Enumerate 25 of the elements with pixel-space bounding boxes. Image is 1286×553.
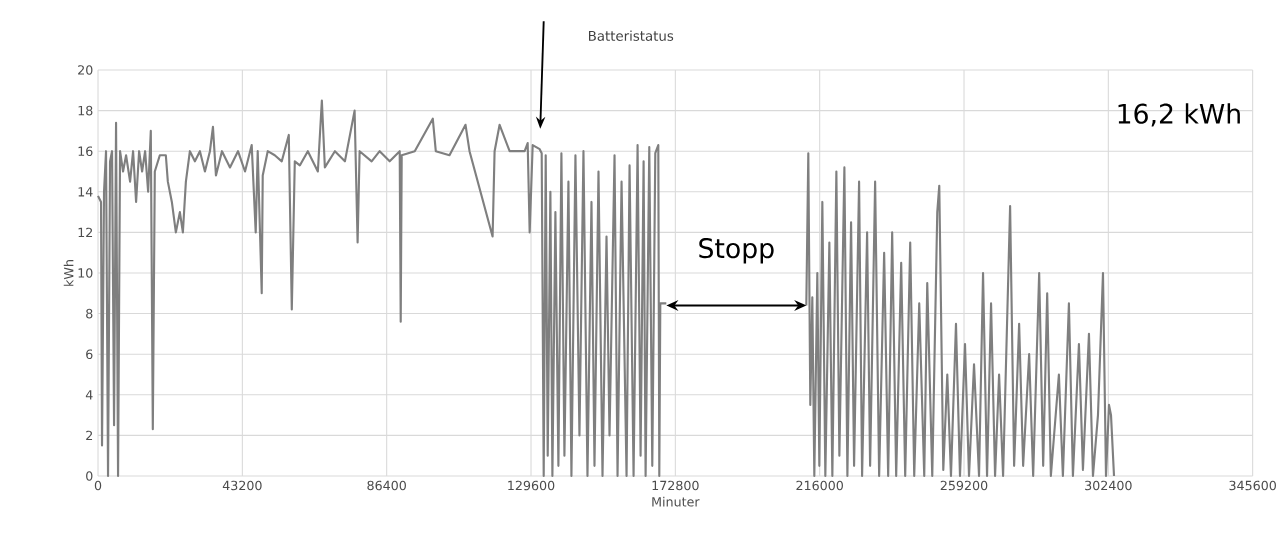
x-axis-title: Minuter — [652, 496, 700, 507]
annotation: Stopp — [699, 238, 774, 264]
y-tick-label: 16 — [78, 146, 93, 156]
y-tick-label: 18 — [78, 105, 93, 116]
y-tick-label: 10 — [78, 268, 93, 278]
y-axis-title: kWh — [63, 260, 74, 286]
y-tick-label: 2 — [86, 430, 93, 441]
y-tick-label: 4 — [85, 390, 93, 400]
x-tick-label: 86400 — [367, 480, 406, 491]
y-tick-label: 14 — [78, 187, 93, 197]
y-tick-label: 6 — [86, 349, 93, 359]
x-tick-label: 0 — [94, 480, 102, 491]
text: Batteristatus — [588, 30, 674, 41]
x-tick-label: 345600 — [1229, 480, 1276, 491]
x-tick-label: 129600 — [508, 480, 555, 491]
x-tick-label: 172800 — [652, 480, 699, 491]
annotation: 16,2 kWh — [1118, 103, 1240, 127]
x-tick-label: 259200 — [940, 480, 988, 491]
y-tick-label: 20 — [78, 65, 93, 75]
y-tick-label: 8 — [86, 308, 93, 319]
x-tick-label: 43200 — [222, 480, 262, 491]
x-tick-label: 302400 — [1085, 480, 1132, 491]
y-tick-label: 12 — [78, 227, 93, 238]
y-tick-label: 0 — [86, 471, 93, 481]
x-tick-label: 216000 — [796, 480, 843, 491]
